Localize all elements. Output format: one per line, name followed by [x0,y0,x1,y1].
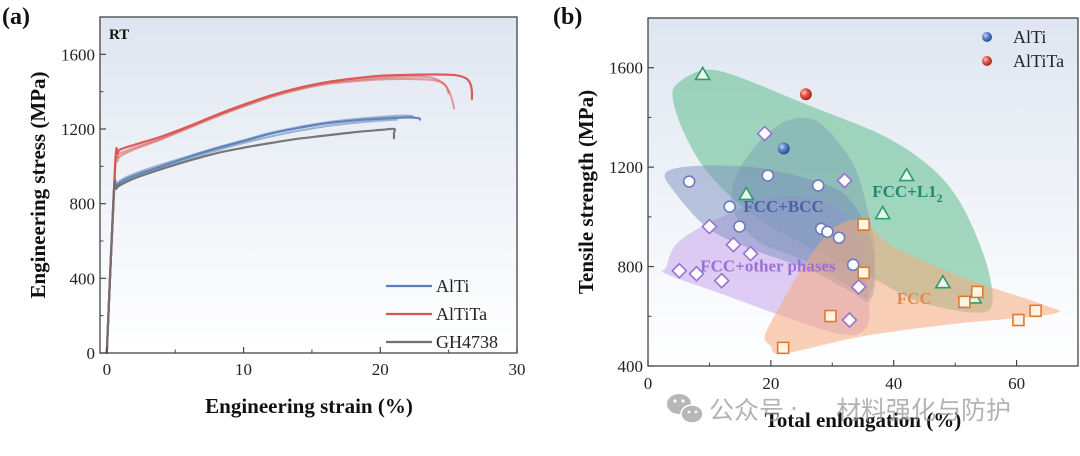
y-tick-label: 1600 [609,59,643,78]
wechat-icon [667,394,704,424]
region-label-fcc: FCC [897,289,932,308]
panel-b-legend: AlTi AlTiTa [982,27,1064,71]
panel-b: (b) FCC+L12 FCC+BCC FCC+other phases FCC 0 2… [553,4,1079,432]
legend-sphere-altita [982,56,992,66]
y-tick-label: 0 [87,344,96,363]
legend-label-altita: AlTiTa [436,304,487,324]
marker-diamond [713,272,730,289]
marker-circle [832,231,846,245]
y-tick-label: 800 [618,258,644,277]
marker-triangle [898,167,916,182]
legend-label-alti: AlTi [1013,27,1046,47]
marker-triangle [874,205,892,220]
marker-square [776,341,790,355]
marker-square [857,266,870,280]
legend-label-gh4738: GH4738 [436,332,498,352]
x-tick-label: 10 [235,360,252,379]
watermark: 公众号 · 材料强化与防护 [667,394,1011,425]
y-tick-label: 400 [70,269,96,288]
panel-b-region-labels: FCC+L12 FCC+BCC FCC+other phases FCC [700,182,942,308]
x-tick-label: 20 [372,360,389,379]
marker-square [824,309,837,323]
y-tick-label: 1600 [61,45,95,64]
marker-diamond [671,262,688,279]
x-tick-label: 60 [1008,374,1025,393]
region-label-fcc-other-phases: FCC+other phases [700,257,836,276]
x-tick-label: 40 [885,374,902,393]
y-tick-label: 800 [70,195,96,214]
marker-square [970,285,984,299]
y-tick-label: 1200 [61,120,95,139]
x-tick-label: 20 [762,374,779,393]
watermark-account-name: 材料强化与防护 [836,396,1011,425]
panel-a-annotation-rt: RT [109,27,129,43]
marker-diamond [836,172,853,189]
region-label-subscript: 2 [937,191,943,205]
marker-circle [733,220,746,233]
panel-a-label: (a) [2,4,30,30]
legend-label-altita: AlTiTa [1013,51,1064,71]
marker-diamond [742,245,759,262]
curve-alti-2 [105,114,415,354]
panel-a-plot-background [100,17,517,353]
marker-square [857,218,870,231]
x-tick-label: 0 [103,360,112,379]
curve-altita-3 [105,77,456,354]
legend-label-alti: AlTi [436,276,469,296]
panel-b-y-axis-title: Tensile strength (MPa) [574,90,598,294]
panel-a: (a) RT 0 10 20 30 0 400 800 1200 1600 Engineerin… [2,4,526,418]
panel-b-points [671,65,1042,355]
curve-gh4738-1 [105,127,397,355]
panel-b-axes-ticks: 0 20 40 60 400 800 1200 1600 [609,59,1025,393]
panel-a-y-axis-title: Engineering stress (MPa) [26,71,50,298]
y-tick-label: 400 [618,357,644,376]
panel-a-frame [99,16,518,354]
marker-diamond [841,311,858,329]
panel-b-frame [647,17,1079,367]
marker-square [1029,304,1042,318]
marker-triangle [934,274,952,289]
panel-a-x-axis-title: Engineering strain (%) [205,394,413,418]
panel-a-axes-ticks: 0 10 20 30 0 400 800 1200 1600 [61,45,526,379]
marker-diamond [850,278,867,296]
marker-diamond [756,125,773,142]
panel-a-legend: AlTi AlTiTa GH4738 [386,276,498,352]
marker-triangle [737,185,755,201]
marker-square [958,295,971,309]
region-label-fcc-bcc: FCC+BCC [743,197,824,216]
marker-sphere-altita [799,88,812,101]
marker-diamond [688,265,705,282]
watermark-account-label: 公众号 [709,396,784,425]
marker-circle [761,169,775,182]
y-tick-label: 1200 [609,158,643,177]
marker-circle [821,225,834,239]
watermark-separator: · [790,394,798,423]
marker-diamond [701,218,718,235]
region-fcc [764,219,1060,354]
panel-b-x-axis-title: Total enlongation (%) [765,408,961,432]
region-label-fcc-l1-2: FCC+L12 [872,182,942,205]
marker-circle [846,258,860,272]
marker-circle [682,175,696,188]
marker-sphere-alti [777,142,790,155]
x-tick-label: 30 [509,360,526,379]
panel-a-curves [105,73,474,355]
x-tick-label: 0 [644,374,653,393]
marker-diamond [725,236,742,253]
marker-circle [723,200,737,213]
panel-b-label: (b) [553,4,582,30]
marker-circle [811,179,825,192]
marker-square [1012,313,1025,327]
marker-triangle [694,65,712,81]
legend-sphere-alti [982,32,992,42]
